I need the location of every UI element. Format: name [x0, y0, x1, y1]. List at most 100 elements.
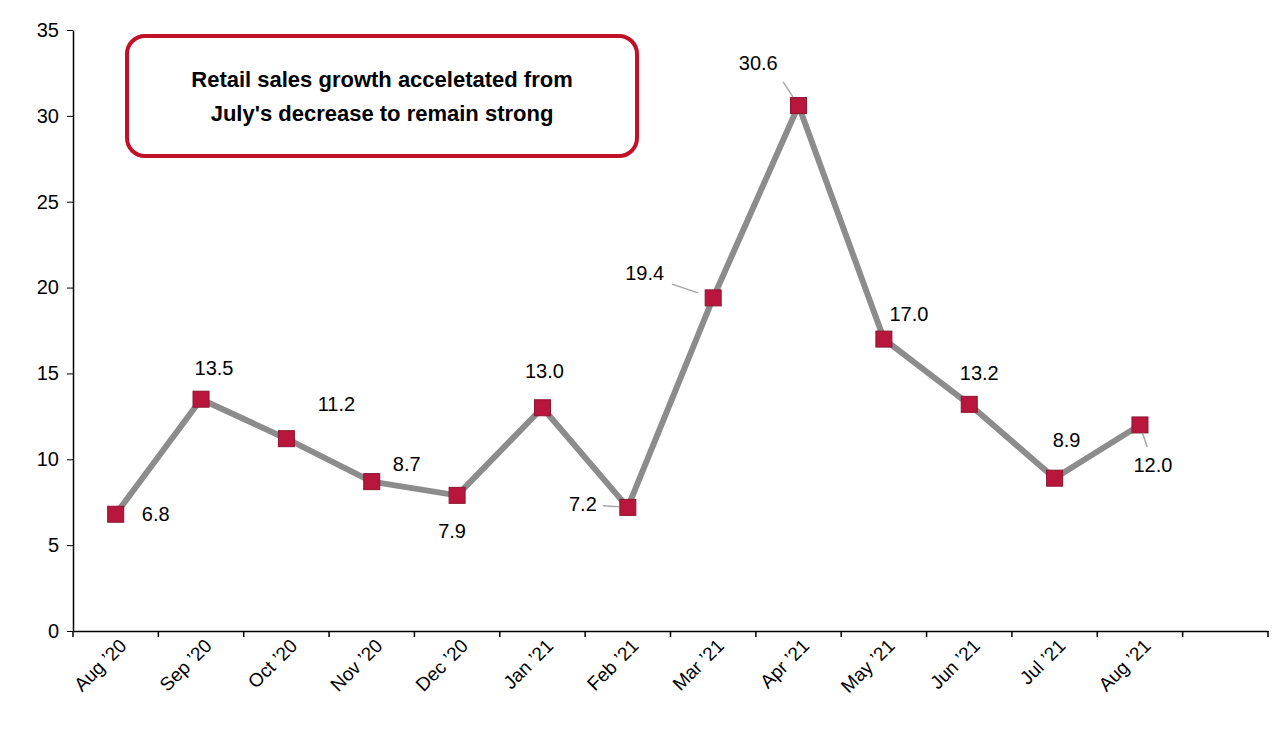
data-label: 13.2: [960, 362, 999, 384]
data-labels: 6.813.511.28.77.913.07.219.430.617.013.2…: [142, 52, 1173, 543]
marker: [1047, 470, 1063, 486]
x-tick-label: May ’21: [837, 635, 899, 697]
y-tick: 15: [37, 362, 73, 384]
x-boundary-tick: [499, 631, 501, 637]
marker: [961, 396, 977, 412]
y-tick: 0: [48, 620, 73, 642]
series-line: [116, 106, 1140, 515]
marker: [791, 98, 807, 114]
marker: [108, 506, 124, 522]
x-tick: Sep ’20: [155, 635, 215, 695]
x-tick-label: Oct ’20: [244, 635, 301, 692]
y-tick-mark: [67, 116, 73, 117]
y-tick-mark: [67, 30, 73, 31]
y-tick-label: 15: [37, 362, 59, 384]
marker: [449, 487, 465, 503]
y-axis: 0 5 10 15 20 25 30 35: [37, 19, 74, 642]
x-tick: Apr ’21: [756, 635, 813, 692]
y-tick-label: 0: [48, 620, 59, 642]
data-label: 6.8: [142, 503, 170, 525]
y-tick: 30: [37, 105, 73, 127]
data-label: 19.4: [625, 262, 664, 284]
x-tick: Jan ’21: [499, 635, 557, 693]
label-leader: [1143, 433, 1148, 447]
x-tick-label: Mar ’21: [668, 635, 728, 695]
marker: [364, 474, 380, 490]
y-tick-label: 35: [37, 19, 59, 41]
x-boundary-tick: [1267, 631, 1269, 637]
y-tick-mark: [67, 202, 73, 203]
y-tick: 25: [37, 191, 73, 213]
x-tick: May ’21: [837, 635, 899, 697]
x-boundary-tick: [158, 631, 160, 637]
x-tick-label: Dec ’20: [412, 635, 472, 695]
x-tick-label: Nov ’20: [326, 635, 386, 695]
chart: 0 5 10 15 20 25 30 35 Aug ’20 Sep ’20 Oct ’20 Nov ’…: [0, 0, 1278, 750]
x-boundary-tick: [1097, 631, 1099, 637]
data-label: 7.2: [569, 493, 597, 515]
x-tick: Aug ’21: [1094, 635, 1154, 695]
x-boundary-tick: [1011, 631, 1013, 637]
annotation-text: July's decrease to remain strong: [211, 101, 554, 126]
marker: [193, 391, 209, 407]
data-label: 8.9: [1053, 429, 1081, 451]
x-tick: Oct ’20: [244, 635, 301, 692]
marker: [876, 331, 892, 347]
label-leader: [783, 82, 793, 97]
plot-area: [108, 98, 1148, 523]
marker: [1132, 417, 1148, 433]
x-tick: Jun ’21: [926, 635, 984, 693]
y-tick-mark: [67, 288, 73, 289]
x-boundary-tick: [670, 631, 672, 637]
y-tick-label: 30: [37, 105, 59, 127]
x-tick-label: Jun ’21: [926, 635, 984, 693]
data-label: 30.6: [739, 52, 778, 74]
marker: [278, 431, 294, 447]
data-label: 13.0: [525, 360, 564, 382]
data-label: 17.0: [889, 303, 928, 325]
y-tick-mark: [67, 373, 73, 374]
label-leader: [672, 284, 698, 293]
x-tick-label: Aug ’20: [70, 635, 130, 695]
y-tick: 35: [37, 19, 73, 41]
y-tick-label: 20: [37, 276, 59, 298]
y-tick-label: 5: [48, 534, 59, 556]
x-boundary-tick: [755, 631, 757, 637]
y-tick-label: 25: [37, 191, 59, 213]
x-boundary-tick: [926, 631, 928, 637]
data-label: 8.7: [393, 453, 421, 475]
x-boundary-tick: [243, 631, 245, 637]
x-boundary-tick: [840, 631, 842, 637]
x-axis: Aug ’20 Sep ’20 Oct ’20 Nov ’20 Dec ’20 Jan ’…: [70, 631, 1268, 697]
x-tick-label: Feb ’21: [583, 635, 643, 695]
x-boundary-tick: [584, 631, 586, 637]
x-boundary-tick: [1182, 631, 1184, 637]
label-leader: [603, 506, 619, 507]
y-tick: 20: [37, 276, 73, 298]
x-tick-label: Sep ’20: [155, 635, 215, 695]
y-tick-label: 10: [37, 448, 59, 470]
marker: [705, 290, 721, 306]
x-boundary-tick: [72, 631, 74, 637]
x-tick-label: Jul ’21: [1016, 635, 1070, 689]
x-tick: Dec ’20: [412, 635, 472, 695]
y-axis-line: [73, 31, 75, 632]
data-label: 7.9: [438, 520, 466, 542]
data-label: 12.0: [1133, 454, 1172, 476]
annotation-box: [127, 36, 637, 156]
marker: [534, 400, 550, 416]
y-tick-mark: [67, 459, 73, 460]
data-label: 13.5: [195, 357, 234, 379]
marker: [620, 499, 636, 515]
x-tick: Feb ’21: [583, 635, 643, 695]
x-boundary-tick: [414, 631, 416, 637]
x-tick-label: Apr ’21: [756, 635, 813, 692]
x-tick: Aug ’20: [70, 635, 130, 695]
annotation-text: Retail sales growth acceletated from: [191, 67, 572, 92]
x-boundary-tick: [328, 631, 330, 637]
x-tick-label: Jan ’21: [499, 635, 557, 693]
annotation: Retail sales growth acceletated from July…: [127, 36, 637, 156]
y-tick-mark: [67, 631, 73, 632]
x-tick: Jul ’21: [1016, 635, 1070, 689]
y-tick: 10: [37, 448, 73, 470]
